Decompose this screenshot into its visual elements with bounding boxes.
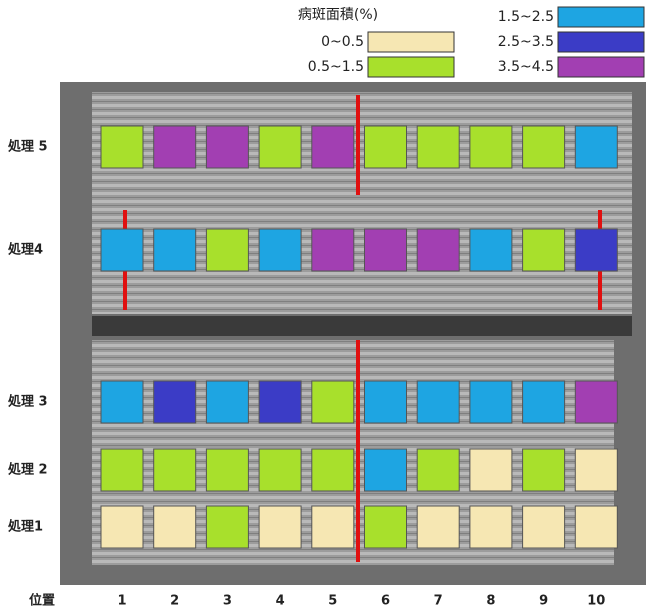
x-tick-label: 10 (587, 594, 605, 609)
cell (365, 381, 407, 423)
cell (575, 506, 617, 548)
cell (312, 229, 354, 271)
cell (470, 506, 512, 548)
row-label: 処理 5 (7, 139, 48, 155)
x-tick-label: 4 (276, 594, 285, 609)
legend-swatch (558, 7, 644, 27)
legend-label: 1.5~2.5 (498, 9, 554, 25)
legend-label: 3.5~4.5 (498, 59, 554, 75)
cell (259, 229, 301, 271)
x-tick-label: 6 (381, 594, 390, 609)
x-tick-label: 8 (486, 594, 495, 609)
cell (417, 449, 459, 491)
cell (417, 126, 459, 168)
cell (575, 381, 617, 423)
cell (523, 229, 565, 271)
x-tick-label: 7 (434, 594, 443, 609)
legend-swatch (368, 32, 454, 52)
cell (365, 229, 407, 271)
cell (101, 449, 143, 491)
row-label: 処理4 (7, 242, 43, 258)
cell (206, 381, 248, 423)
cell (206, 126, 248, 168)
cell (312, 381, 354, 423)
cell (259, 381, 301, 423)
cell (154, 506, 196, 548)
legend-swatch (558, 57, 644, 77)
cell (417, 506, 459, 548)
cell (206, 506, 248, 548)
legend-swatch (368, 57, 454, 77)
figure: 病斑面積(%) 位置 0~0.5 0.5~1.5 1.5~2.5 2.5~3.5 3.5… (0, 0, 658, 611)
x-tick-label: 3 (223, 594, 232, 609)
cell (365, 449, 407, 491)
row-label: 処理 3 (7, 394, 48, 410)
cell (101, 126, 143, 168)
cell (417, 381, 459, 423)
cell (365, 126, 407, 168)
row-label: 処理 2 (7, 462, 48, 478)
cell (101, 229, 143, 271)
cell (523, 449, 565, 491)
cell (575, 126, 617, 168)
cell (312, 506, 354, 548)
cell (259, 449, 301, 491)
cell (365, 506, 407, 548)
x-tick-label: 1 (117, 594, 126, 609)
cell (259, 126, 301, 168)
legend-label: 0~0.5 (321, 34, 364, 50)
x-tick-label: 9 (539, 594, 548, 609)
cell (312, 449, 354, 491)
legend-title: 病斑面積(%) (298, 7, 378, 23)
cell (206, 229, 248, 271)
cell (470, 381, 512, 423)
legend-label: 2.5~3.5 (498, 34, 554, 50)
cell (470, 449, 512, 491)
cell (154, 449, 196, 491)
cell (523, 381, 565, 423)
cell (154, 229, 196, 271)
cell (154, 381, 196, 423)
x-tick-label: 5 (328, 594, 337, 609)
cell (101, 381, 143, 423)
row-label: 処理1 (7, 519, 43, 535)
cell (575, 449, 617, 491)
cell (101, 506, 143, 548)
x-axis-title: 位置 (29, 593, 55, 609)
cell (259, 506, 301, 548)
cell (470, 126, 512, 168)
cell (417, 229, 459, 271)
cell (470, 229, 512, 271)
legend-label: 0.5~1.5 (308, 59, 364, 75)
legend-swatch (558, 32, 644, 52)
cell (523, 506, 565, 548)
x-tick-label: 2 (170, 594, 179, 609)
cell (206, 449, 248, 491)
cell (312, 126, 354, 168)
cell (154, 126, 196, 168)
cell (575, 229, 617, 271)
cell (523, 126, 565, 168)
